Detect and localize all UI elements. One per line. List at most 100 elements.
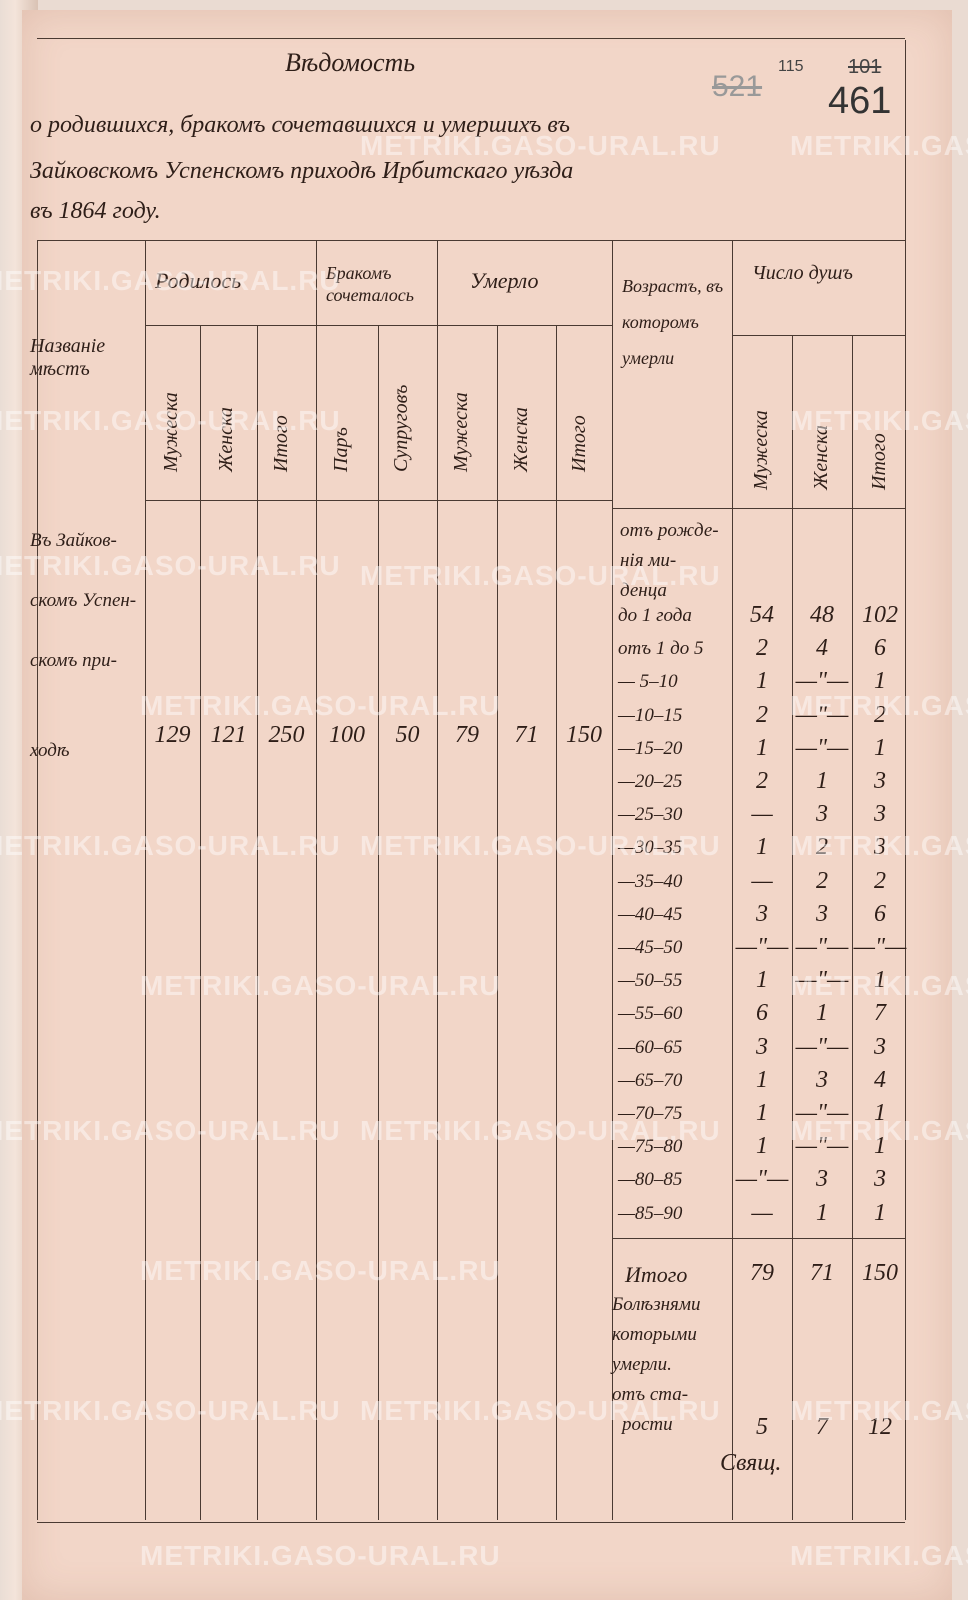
header-age: Возрастъ, въ которомъ умерли <box>622 276 724 368</box>
deaths-male: 2 <box>756 635 768 662</box>
deaths-total: 6 <box>874 900 886 927</box>
deaths-total: 1 <box>874 967 886 994</box>
deaths-female: —"— <box>795 1100 849 1126</box>
archive-number-small: 115 <box>778 58 804 75</box>
deaths-male: 1 <box>756 834 768 861</box>
age-range: —80–85 <box>618 1169 683 1191</box>
age-intro-line: денца <box>620 580 667 601</box>
heading-line-1: о родившихся, бракомъ сочетавшихся и уме… <box>30 112 570 138</box>
subheader-souls-0: Мужеска <box>750 410 772 490</box>
watermark: METRIKI.GASO-URAL.RU <box>140 1540 501 1571</box>
document-title: Вѣдомость <box>285 48 416 77</box>
deaths-total: 1 <box>874 734 886 761</box>
deaths-female: 1 <box>816 1199 828 1226</box>
total-male: 79 <box>750 1260 774 1286</box>
column-rule <box>732 240 734 1520</box>
deaths-male: 3 <box>756 900 768 927</box>
column-rule <box>257 325 259 1520</box>
subheader-died-0: Мужеска <box>450 392 472 472</box>
watermark: METRIKI.GASO-URAL.RU <box>140 690 501 721</box>
age-range: —40–45 <box>618 903 683 925</box>
deaths-total: 2 <box>874 701 886 728</box>
deaths-male: 1 <box>756 668 768 695</box>
deaths-total: 6 <box>874 635 886 662</box>
old-age-total: 12 <box>868 1414 892 1440</box>
watermark: METRIKI.GASO-URAL.RU <box>0 1395 341 1426</box>
age-range: —35–40 <box>618 870 683 892</box>
column-rule <box>437 240 439 1520</box>
deaths-total: 7 <box>874 1000 886 1027</box>
heading-line-2: Зайковскомъ Успенскомъ приходѣ Ирбитскаг… <box>30 158 574 184</box>
watermark: METRIKI.GASO-URAL.RU <box>790 405 968 436</box>
place-line: скомъ Успен- <box>30 590 137 611</box>
place-line: скомъ при- <box>30 650 117 671</box>
deaths-male: 3 <box>756 1033 768 1060</box>
deaths-male: 1 <box>756 1133 768 1160</box>
disease-label-line: умерли. <box>612 1354 672 1375</box>
deaths-total: 3 <box>874 834 886 861</box>
header-born: Родилось <box>155 268 242 293</box>
deaths-female: 2 <box>816 867 828 894</box>
watermark: METRIKI.GASO-URAL.RU <box>790 1115 968 1146</box>
watermark: METRIKI.GASO-URAL.RU <box>790 130 968 161</box>
age-range: — 5–10 <box>618 671 678 693</box>
deaths-total: 3 <box>874 801 886 828</box>
deaths-total: 3 <box>874 768 886 794</box>
deaths-total: 3 <box>874 1033 886 1060</box>
main-value: 121 <box>210 722 247 748</box>
watermark: METRIKI.GASO-URAL.RU <box>140 970 501 1001</box>
signature: Свящ. <box>720 1450 782 1476</box>
archive-number-crossed-2: 101 <box>848 56 882 78</box>
age-intro-line: нія ми- <box>620 550 677 571</box>
age-range: —65–70 <box>618 1069 683 1091</box>
deaths-total: 102 <box>862 602 898 628</box>
deaths-male: 54 <box>750 602 774 628</box>
deaths-male: — <box>751 867 773 894</box>
age-range: —50–55 <box>618 970 683 992</box>
total-rule <box>612 1238 905 1240</box>
watermark: METRIKI.GASO-URAL.RU <box>790 1540 968 1571</box>
watermark: METRIKI.GASO-URAL.RU <box>140 1255 501 1286</box>
body-rule-right <box>612 508 905 510</box>
deaths-female: —"— <box>795 967 849 994</box>
deaths-female: 3 <box>816 1166 828 1193</box>
total-all: 150 <box>862 1260 898 1286</box>
old-age-male: 5 <box>756 1414 768 1440</box>
deaths-total: 1 <box>874 1133 886 1160</box>
watermark: METRIKI.GASO-URAL.RU <box>360 1115 721 1146</box>
column-rule <box>200 325 202 1520</box>
watermark: METRIKI.GASO-URAL.RU <box>360 830 721 861</box>
column-rule <box>556 325 558 1520</box>
column-rule <box>316 240 318 1520</box>
deaths-male: 1 <box>756 1066 768 1093</box>
deaths-male: —"— <box>735 1166 789 1193</box>
deaths-total: 3 <box>874 1166 886 1193</box>
age-range: до 1 года <box>618 605 692 626</box>
header-top-rule <box>37 240 905 242</box>
deaths-male: — <box>751 801 773 828</box>
subheader-died-2: Итого <box>568 415 590 472</box>
deaths-female: 1 <box>816 768 828 794</box>
age-range: —60–65 <box>618 1036 683 1058</box>
body-rule <box>145 500 612 502</box>
header-place: Названіе мѣстъ <box>30 335 106 380</box>
main-value: 150 <box>566 722 602 748</box>
heading-line-3: въ 1864 году. <box>30 198 161 224</box>
watermark: METRIKI.GASO-URAL.RU <box>0 405 341 436</box>
deaths-male: 2 <box>756 701 768 728</box>
old-age-female: 7 <box>816 1414 828 1440</box>
place-line: Въ Зайков- <box>30 530 117 551</box>
age-range: —30–35 <box>618 837 683 859</box>
deaths-female: 3 <box>816 1066 828 1093</box>
subheader-married-1: Супруговъ <box>390 384 412 472</box>
age-range: —85–90 <box>618 1202 683 1224</box>
watermark: METRIKI.GASO-URAL.RU <box>790 970 968 1001</box>
disease-label-line: отъ ста- <box>612 1384 689 1405</box>
watermark: METRIKI.GASO-URAL.RU <box>360 1395 721 1426</box>
deaths-total: 2 <box>874 867 886 894</box>
subheader-died-1: Женска <box>510 407 532 472</box>
archive-number-current: 461 <box>828 80 892 122</box>
deaths-total: 4 <box>874 1066 886 1093</box>
column-rule <box>497 325 499 1520</box>
deaths-male: 2 <box>756 768 768 794</box>
